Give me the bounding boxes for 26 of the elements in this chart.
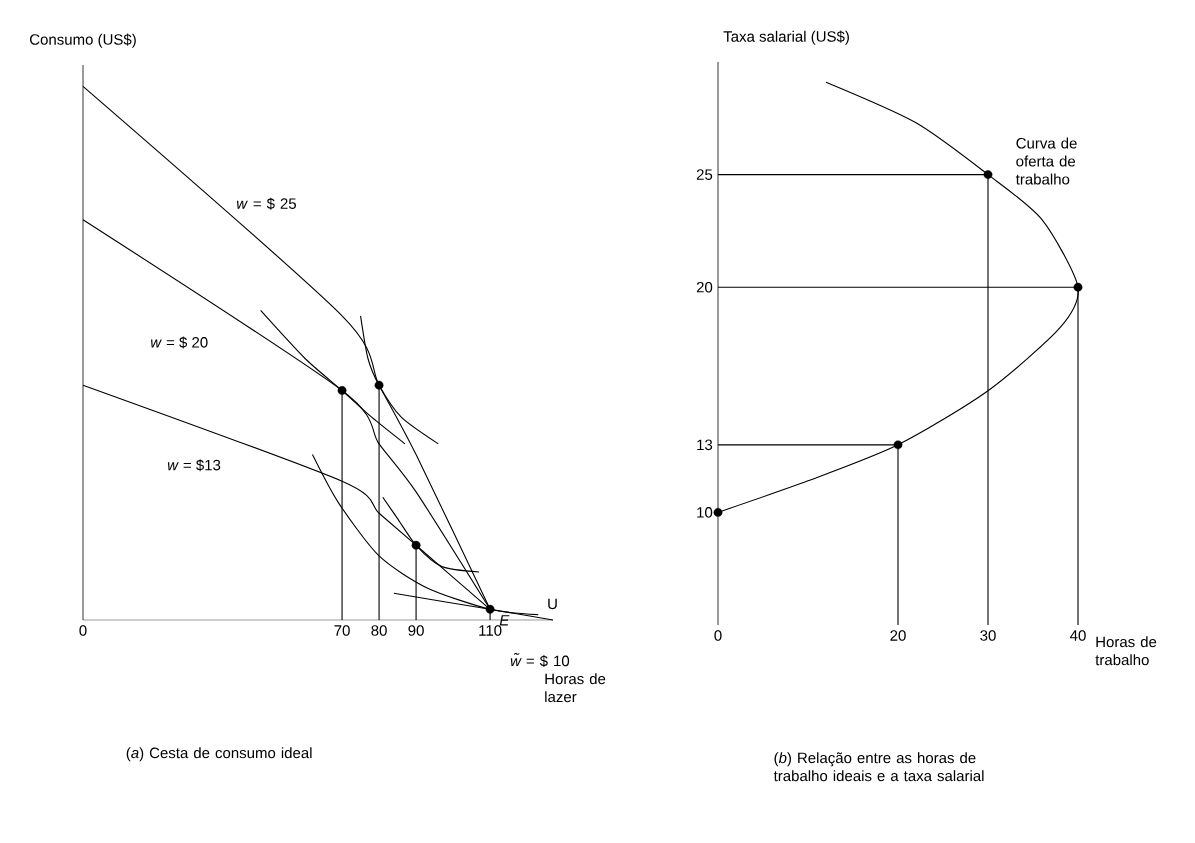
text: w̃ = $ 10 bbox=[510, 652, 570, 668]
x-tick-label: 90 bbox=[408, 625, 424, 636]
text: (b) Relação entre as horas de trabalho ideais e a taxa salarial bbox=[773, 752, 984, 782]
text: w = $ 20 bbox=[151, 336, 208, 349]
series-label: Curva de oferta de trabalho bbox=[1015, 137, 1077, 185]
y-axis-title: Consumo (US$) bbox=[30, 33, 136, 48]
x-axis-title: Horas de trabalho bbox=[1095, 636, 1157, 666]
x-tick-label: 110 bbox=[479, 625, 502, 636]
text: (a) Cesta de consumo ideal bbox=[126, 747, 312, 762]
y-tick-label: 13 bbox=[697, 439, 713, 451]
series-label: w = $13 bbox=[167, 459, 221, 472]
y-axis-title: Taxa salarial (US$) bbox=[723, 30, 849, 45]
y-tick-label: 10 bbox=[697, 507, 713, 518]
x-tick-label: 0 bbox=[79, 625, 87, 636]
y-tick-label: 25 bbox=[696, 169, 713, 180]
x-axis-title: Horas de lazer bbox=[545, 673, 606, 703]
x-tick-label: 80 bbox=[371, 625, 387, 636]
x-tick-label: 20 bbox=[890, 630, 906, 641]
y-tick-label: 20 bbox=[696, 281, 713, 293]
series-label: w = $ 25 bbox=[236, 197, 297, 210]
annotation: E bbox=[499, 615, 510, 626]
x-tick-label: 70 bbox=[334, 625, 350, 636]
series-label: U bbox=[548, 598, 557, 610]
x-tick-label: 0 bbox=[714, 630, 722, 641]
x-tick-label: 30 bbox=[980, 630, 996, 641]
x-tick-label: 40 bbox=[1070, 630, 1086, 641]
